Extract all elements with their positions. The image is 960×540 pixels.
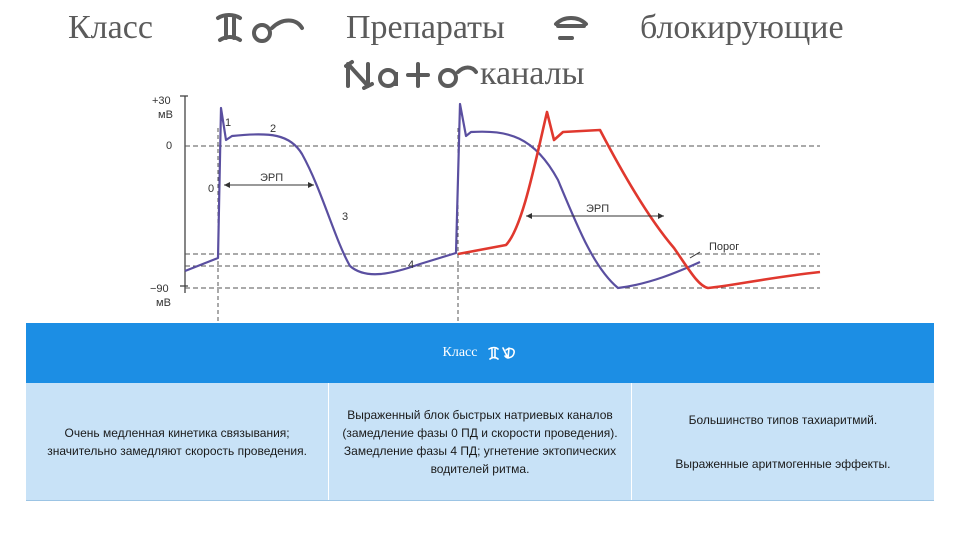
cell-text: Выраженный блок быстрых натриевых канало… bbox=[342, 407, 618, 476]
phase-3-label: 3 bbox=[342, 211, 348, 223]
baseline-action-potential-curve bbox=[184, 102, 701, 290]
title-word-blocking: блокирующие bbox=[640, 9, 844, 46]
cell-text: Большинство типов тахиаритмий. bbox=[688, 412, 878, 427]
erp-label-right: ЭРП bbox=[586, 203, 609, 215]
action-potential-diagram: +30 мВ 0 −90 мВ 1 2 0 3 4 ЭРП ЭРП Порог bbox=[150, 95, 821, 321]
table-cell-mechanism: Выраженный блок быстрых натриевых канало… bbox=[328, 383, 632, 501]
title-word-class: Класс bbox=[68, 9, 153, 46]
table-row: Очень медленная кинетика связывания; зна… bbox=[26, 383, 934, 501]
threshold-label: Порог bbox=[709, 241, 739, 253]
y-axis-top-label: +30 bbox=[152, 95, 171, 107]
title-word-channels: каналы bbox=[480, 55, 585, 92]
drug-action-potential-curve bbox=[457, 110, 821, 290]
erp-label-left: ЭРП bbox=[260, 172, 283, 184]
y-axis-bottom-unit: мВ bbox=[156, 297, 171, 309]
y-axis-top-unit: мВ bbox=[158, 109, 173, 121]
y-axis-zero-label: 0 bbox=[166, 140, 172, 152]
phase-1-label: 1 bbox=[225, 117, 231, 129]
table-header-row: Класс bbox=[26, 323, 934, 383]
phase-0-label: 0 bbox=[208, 183, 214, 195]
class-ic-symbol-icon bbox=[216, 13, 304, 43]
table-header-label: Класс bbox=[442, 345, 478, 360]
phase-4-label: 4 bbox=[408, 259, 414, 271]
comma-dash-symbol-icon bbox=[554, 16, 588, 40]
cell-text: Выраженные аритмогенные эффекты. bbox=[675, 456, 891, 471]
phase-2-label: 2 bbox=[270, 123, 276, 135]
y-axis-bottom-label: −90 bbox=[150, 283, 169, 295]
table-cell-kinetics: Очень медленная кинетика связывания; зна… bbox=[26, 383, 330, 501]
cell-text: Очень медленная кинетика связывания; зна… bbox=[47, 425, 307, 458]
table-header: Класс bbox=[26, 323, 934, 383]
class-ic-header-symbol-icon bbox=[488, 346, 516, 360]
class-ic-table: Класс Очень медленная кинетика связывани… bbox=[26, 323, 934, 501]
table-cell-indications: Большинство типов тахиаритмий. Выраженны… bbox=[631, 383, 934, 501]
title-word-drugs: Препараты bbox=[346, 9, 505, 46]
threshold-pointer bbox=[689, 251, 701, 259]
na-plus-symbol-icon bbox=[344, 60, 478, 90]
